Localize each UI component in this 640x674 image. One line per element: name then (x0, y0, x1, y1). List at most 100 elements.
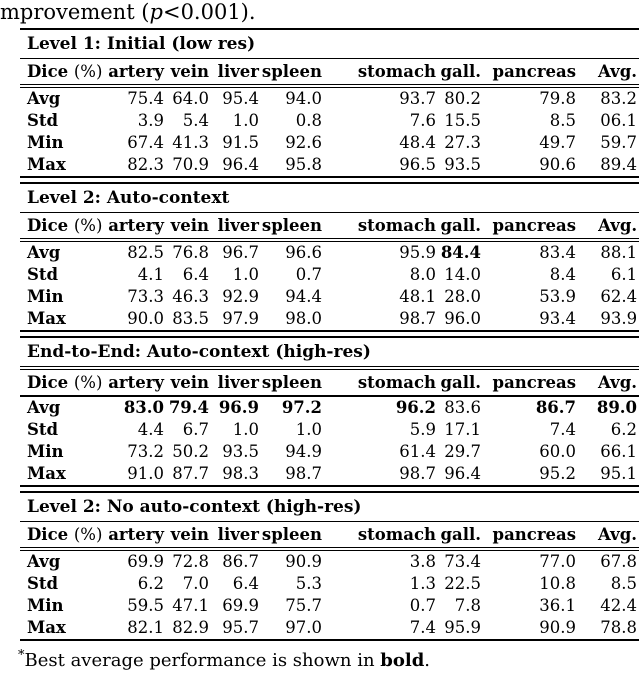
column-header: Avg. (578, 368, 640, 397)
column-header: artery (106, 212, 166, 242)
column-header: liver (211, 521, 261, 551)
cell-value: 73.3 (127, 287, 164, 306)
cell-value: 92.9 (222, 287, 259, 306)
cell-value: 80.2 (444, 89, 481, 108)
row-label: Std (27, 574, 59, 593)
cell-value: 72.8 (172, 552, 209, 571)
cell-value: 69.9 (127, 552, 164, 571)
cell-value: 95.2 (539, 464, 576, 483)
footnote-period: . (424, 650, 431, 671)
row-label: Min (27, 596, 64, 615)
cell-value: 6.1 (610, 265, 638, 284)
row-label: Min (27, 287, 64, 306)
cell-value: 82.9 (172, 618, 209, 637)
footnote: *Best average performance is shown in bo… (18, 645, 640, 672)
footnote-marker: * (18, 648, 25, 663)
cell-value: 41.3 (172, 133, 209, 152)
column-header: gall. (438, 212, 483, 242)
results-table-section: End-to-End: Auto-context (high-res) Dice… (20, 336, 640, 487)
row-label: Max (27, 155, 66, 174)
row-label: Max (27, 309, 66, 328)
cell-value: 96.5 (399, 155, 436, 174)
cell-value: 67.4 (127, 133, 164, 152)
cell-value: 73.4 (444, 552, 481, 571)
corner-header-bold: Dice (27, 62, 69, 81)
cell-value: 4.1 (137, 265, 164, 284)
cell-value: 27.3 (444, 133, 481, 152)
corner-header-bold: Dice (27, 216, 69, 235)
cell-value: 90.9 (285, 552, 322, 571)
section-title-row: Level 1: Initial (low res) (20, 29, 639, 59)
cell-value: 96.7 (222, 243, 259, 262)
cell-value: 6.4 (232, 574, 259, 593)
row-label: Max (27, 464, 66, 483)
column-header: liver (211, 368, 261, 397)
table-row: Avg 82.5 76.8 96.7 96.6 95.9 84.4 83.4 88.1 (20, 240, 639, 264)
table-row: Avg 69.9 72.8 86.7 90.9 3.8 73.4 77.0 67.8 (20, 549, 639, 573)
cell-value: 98.0 (285, 309, 322, 328)
cell-value: 10.8 (539, 574, 576, 593)
cell-value: 47.1 (172, 596, 209, 615)
cell-value: 96.9 (218, 398, 259, 417)
cell-value: 93.4 (539, 309, 576, 328)
results-tables: Level 1: Initial (low res) Dice (%) arte… (20, 28, 640, 641)
cell-value: 87.7 (172, 464, 209, 483)
corner-header-normal: (%) (73, 62, 103, 81)
table-row: Std 4.1 6.4 1.0 0.7 8.0 14.0 8.4 6.1 (20, 264, 639, 286)
cell-value: 94.4 (285, 287, 322, 306)
cell-value: 89.4 (600, 155, 637, 174)
corner-header-bold: Dice (27, 373, 69, 392)
row-label: Avg (27, 243, 61, 262)
table-row: Max 82.1 82.9 95.7 97.0 7.4 95.9 90.9 78.8 (20, 617, 639, 640)
cell-value: 93.9 (600, 309, 638, 328)
cell-value: 1.0 (232, 420, 259, 439)
cell-value: 48.1 (399, 287, 436, 306)
cell-value: 7.0 (182, 574, 209, 593)
cell-value: 8.5 (549, 111, 576, 130)
column-header: gall. (438, 368, 483, 397)
cell-value: 82.3 (127, 155, 164, 174)
table-row: Max 90.0 83.5 97.9 98.0 98.7 96.0 93.4 93.9 (20, 308, 639, 331)
column-header: stomach (324, 368, 438, 397)
cell-value: 06.1 (600, 111, 637, 130)
section-title: Level 1: Initial (low res) (20, 29, 639, 59)
cell-value: 83.2 (600, 89, 637, 108)
cell-value: 93.5 (444, 155, 481, 174)
cell-value: 48.4 (399, 133, 436, 152)
column-header: liver (211, 58, 261, 88)
cell-value: 29.7 (444, 442, 481, 461)
column-header: pancreas (483, 521, 578, 551)
cell-value: 46.3 (172, 287, 209, 306)
column-header: stomach (324, 58, 438, 88)
cell-value: 59.7 (600, 133, 637, 152)
section-title: End-to-End: Auto-context (high-res) (20, 337, 640, 370)
cell-value: 8.5 (610, 574, 638, 593)
cell-value: 15.5 (444, 111, 481, 130)
column-header: Avg. (578, 58, 639, 88)
cell-value: 70.9 (172, 155, 209, 174)
cell-value: 88.1 (600, 243, 638, 262)
cell-value: 1.0 (232, 265, 259, 284)
cell-value: 82.5 (127, 243, 164, 262)
column-header: gall. (438, 521, 483, 551)
cell-value: 73.2 (127, 442, 164, 461)
cell-value: 1.0 (295, 420, 322, 439)
cell-value: 7.8 (454, 596, 481, 615)
cell-value: 89.0 (596, 398, 638, 417)
table-row: Min 59.5 47.1 69.9 75.7 0.7 7.8 36.1 42.4 (20, 595, 639, 617)
cell-value: 77.0 (539, 552, 576, 571)
column-header-row: Dice (%) artery vein liver spleen stomach gal… (20, 212, 640, 242)
cell-value: 6.2 (610, 420, 638, 439)
row-label: Min (27, 442, 64, 461)
row-label: Std (27, 111, 59, 130)
cell-value: 17.1 (444, 420, 481, 439)
cell-value: 96.2 (395, 398, 436, 417)
corner-header-dice: Dice (%) (20, 58, 106, 88)
cell-value: 50.2 (172, 442, 209, 461)
cell-value: 6.4 (182, 265, 209, 284)
results-table-section: Level 2: Auto-context Dice (%) artery vei… (20, 182, 640, 332)
cell-value: 36.1 (539, 596, 576, 615)
row-label: Max (27, 618, 66, 637)
cell-value: 94.0 (285, 89, 322, 108)
cell-value: 98.7 (399, 309, 436, 328)
